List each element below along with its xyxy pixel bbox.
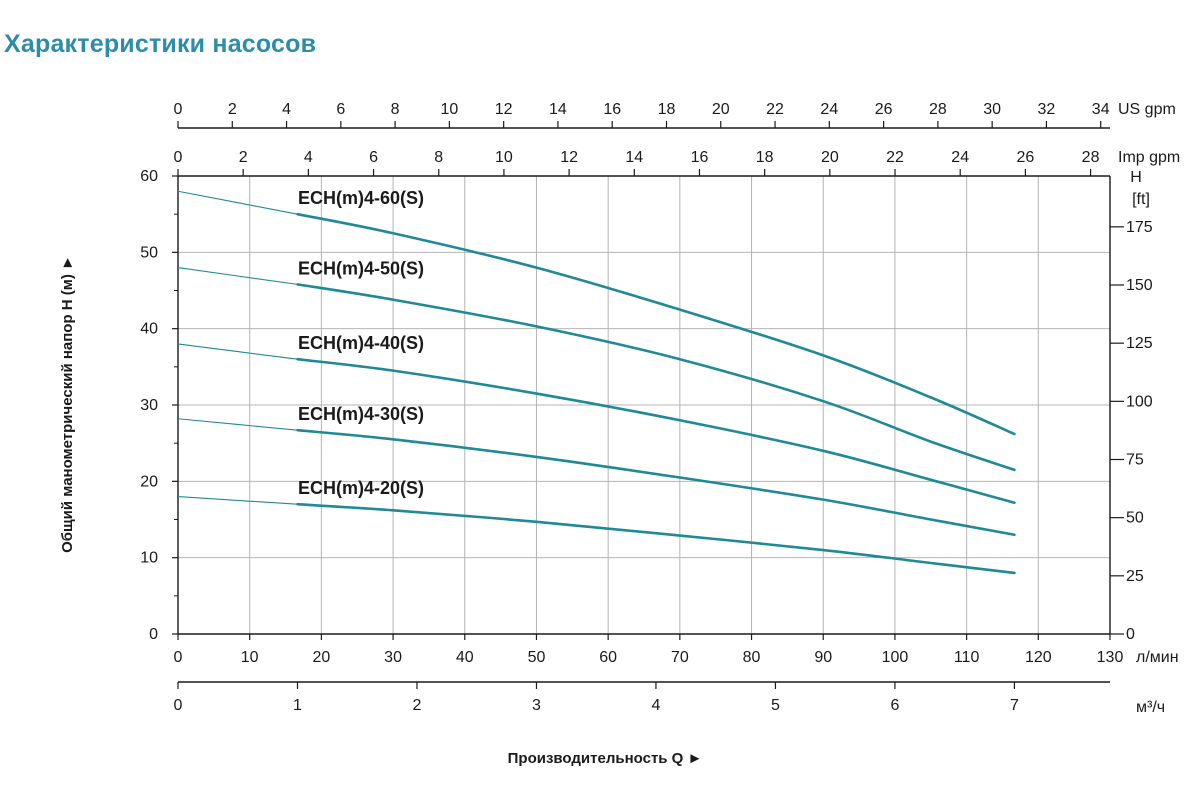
series-label: ECH(m)4-50(S) — [298, 258, 424, 278]
ft-tick-label: 25 — [1126, 568, 1144, 585]
curve-extension — [177, 418, 298, 431]
curve-line — [296, 212, 1016, 436]
x-tick-label: 70 — [671, 649, 689, 666]
x-tick-label: 90 — [814, 649, 832, 666]
curve-line — [296, 357, 1016, 505]
x-tick-label: 120 — [1025, 649, 1052, 666]
x-tick-label: 110 — [954, 649, 980, 666]
y-tick-label: 10 — [140, 550, 158, 567]
usgpm-tick-label: 34 — [1092, 101, 1110, 118]
usgpm-tick-label: 2 — [228, 101, 237, 118]
curve-line — [296, 283, 1016, 472]
x-tick-label: 20 — [312, 649, 330, 666]
impgpm-tick-label: 8 — [434, 149, 443, 166]
impgpm-tick-label: 26 — [1016, 149, 1034, 166]
impgpm-tick-label: 12 — [560, 149, 578, 166]
x-tick-label: 130 — [1097, 649, 1124, 666]
ft-tick-label: 50 — [1126, 510, 1144, 527]
impgpm-tick-label: 0 — [174, 149, 183, 166]
usgpm-tick-label: 16 — [603, 101, 621, 118]
usgpm-tick-label: 20 — [712, 101, 730, 118]
y-tick-label: 30 — [140, 397, 158, 414]
usgpm-tick-label: 10 — [440, 101, 458, 118]
x-tick-label: 100 — [882, 649, 909, 666]
curve-line — [296, 502, 1016, 575]
x-tick-label: 0 — [174, 649, 183, 666]
m3h-tick-label: 0 — [174, 697, 183, 714]
x-axis-title: Производительность Q ► — [508, 750, 703, 767]
usgpm-tick-label: 22 — [766, 101, 784, 118]
x-tick-label: 60 — [599, 649, 617, 666]
y-tick-label: 60 — [140, 168, 158, 185]
y-tick-label: 50 — [140, 244, 158, 261]
curve-line — [296, 428, 1016, 537]
curve-extension — [177, 343, 298, 360]
usgpm-tick-label: 0 — [174, 101, 183, 118]
x-tick-label: 40 — [456, 649, 474, 666]
y-tick-label: 20 — [140, 473, 158, 490]
curve-extension — [177, 267, 298, 285]
x-tick-label: 30 — [384, 649, 402, 666]
usgpm-unit-label: US gpm — [1118, 101, 1176, 118]
x-unit-label-lmin: л/мин — [1136, 649, 1179, 666]
impgpm-tick-label: 22 — [886, 149, 904, 166]
curve-extension — [177, 190, 298, 215]
impgpm-tick-label: 18 — [756, 149, 774, 166]
usgpm-tick-label: 26 — [875, 101, 893, 118]
m3h-tick-label: 2 — [413, 697, 422, 714]
usgpm-tick-label: 4 — [282, 101, 291, 118]
ft-tick-label: 100 — [1126, 393, 1153, 410]
curve-extension — [177, 496, 298, 505]
x-tick-label: 80 — [743, 649, 761, 666]
series-label: ECH(m)4-60(S) — [298, 188, 424, 208]
usgpm-tick-label: 14 — [549, 101, 567, 118]
series-label: ECH(m)4-20(S) — [298, 478, 424, 498]
ft-tick-label: 125 — [1126, 335, 1153, 352]
series-label: ECH(m)4-40(S) — [298, 333, 424, 353]
ft-tick-label: 150 — [1126, 277, 1153, 294]
m3h-tick-label: 5 — [771, 697, 780, 714]
x-tick-label: 50 — [528, 649, 546, 666]
y-tick-label: 0 — [149, 626, 158, 643]
usgpm-tick-label: 30 — [983, 101, 1001, 118]
impgpm-tick-label: 10 — [495, 149, 513, 166]
usgpm-tick-label: 6 — [336, 101, 345, 118]
right-axis-title-ft: [ft] — [1132, 191, 1150, 208]
impgpm-tick-label: 28 — [1082, 149, 1100, 166]
x-tick-label: 10 — [241, 649, 259, 666]
impgpm-tick-label: 14 — [625, 149, 643, 166]
impgpm-unit-label: Imp gpm — [1118, 149, 1180, 166]
impgpm-tick-label: 24 — [951, 149, 969, 166]
m3h-tick-label: 7 — [1010, 697, 1019, 714]
ft-tick-label: 175 — [1126, 219, 1153, 236]
usgpm-tick-label: 12 — [495, 101, 513, 118]
impgpm-tick-label: 20 — [821, 149, 839, 166]
usgpm-tick-label: 24 — [820, 101, 838, 118]
right-axis-title-h: H — [1130, 169, 1142, 186]
usgpm-tick-label: 28 — [929, 101, 947, 118]
ft-tick-label: 0 — [1126, 626, 1135, 643]
y-tick-label: 40 — [140, 321, 158, 338]
m3h-tick-label: 6 — [890, 697, 899, 714]
ft-tick-label: 75 — [1126, 452, 1144, 469]
series-label: ECH(m)4-30(S) — [298, 404, 424, 424]
impgpm-tick-label: 4 — [304, 149, 313, 166]
m3h-tick-label: 4 — [651, 697, 660, 714]
usgpm-tick-label: 18 — [658, 101, 676, 118]
impgpm-tick-label: 2 — [239, 149, 248, 166]
impgpm-tick-label: 6 — [369, 149, 378, 166]
page-title: Характеристики насосов — [4, 30, 317, 58]
y-axis-title: Общий манометрический напор H (м) ► — [59, 255, 76, 553]
x-unit-label-m3h: м³/ч — [1136, 699, 1165, 716]
usgpm-tick-label: 8 — [391, 101, 400, 118]
m3h-tick-label: 3 — [532, 697, 541, 714]
usgpm-tick-label: 32 — [1038, 101, 1056, 118]
impgpm-tick-label: 16 — [691, 149, 709, 166]
m3h-tick-label: 1 — [293, 697, 302, 714]
